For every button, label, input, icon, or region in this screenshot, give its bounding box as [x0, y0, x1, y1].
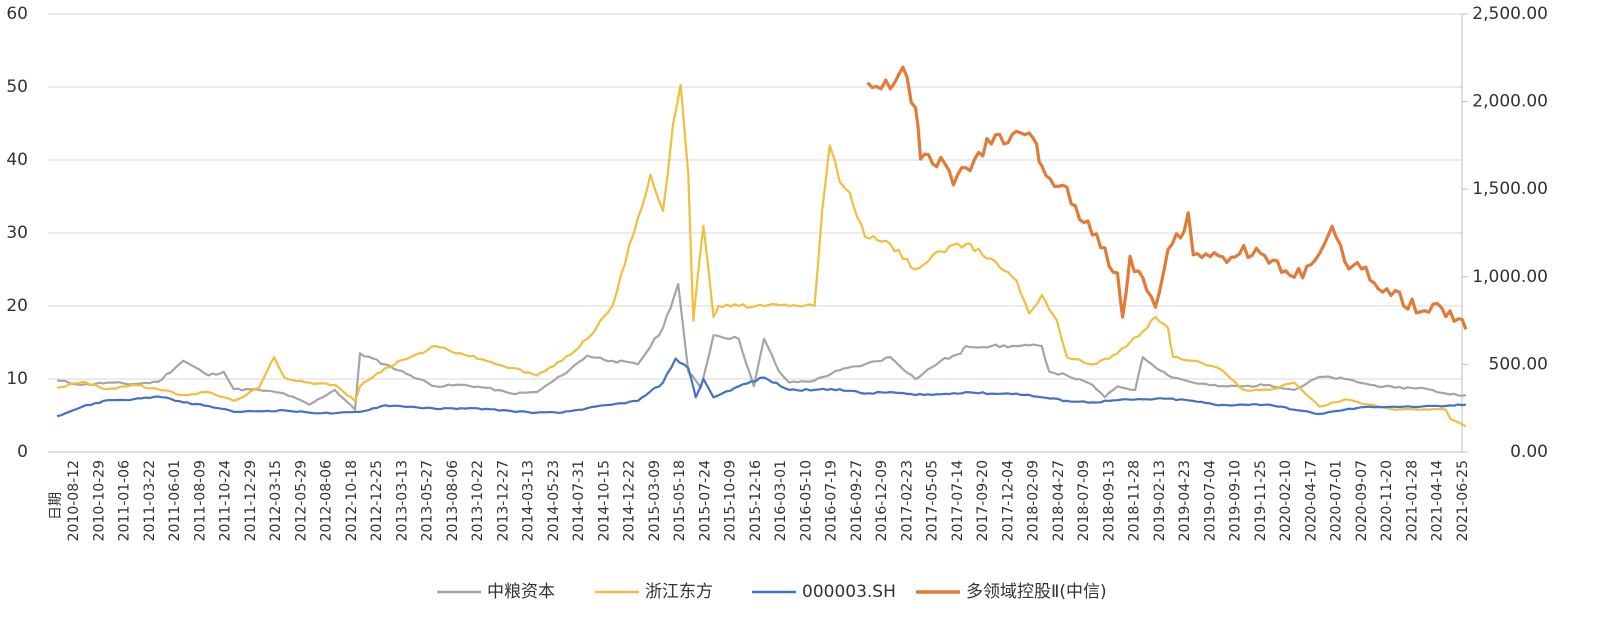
x-tick-label: 2018-09-13: [1101, 460, 1117, 541]
legend-label: 000003.SH: [802, 582, 896, 602]
axes: [48, 14, 1463, 453]
x-tick-label: 2011-03-22: [142, 460, 158, 541]
right-y-tick-label: 0.00: [1510, 442, 1548, 462]
right-y-tick-label: 1,000.00: [1472, 267, 1548, 287]
x-tick-label: 2014-07-31: [571, 460, 587, 541]
x-tick-label: 2018-04-27: [1051, 460, 1067, 541]
legend-label: 浙江东方: [645, 582, 713, 602]
x-tick-label: 2019-04-23: [1177, 460, 1193, 541]
x-tick-label: 2010-10-29: [91, 460, 107, 541]
x-tick-label: 2011-06-01: [167, 460, 183, 541]
series-line-3: [866, 65, 1468, 330]
x-tick-label: 2016-09-27: [849, 460, 865, 541]
x-tick-label: 2020-09-07: [1354, 460, 1370, 541]
x-tick-label: 2016-07-19: [824, 460, 840, 541]
x-tick-label: 2017-05-05: [925, 460, 941, 541]
x-tick-label: 2011-01-06: [117, 460, 133, 541]
x-tick-label: 2011-10-24: [218, 460, 234, 541]
left-y-tick-label: 30: [6, 223, 28, 243]
x-tick-label: 2020-07-01: [1329, 460, 1345, 541]
x-tick-label: 2019-02-13: [1152, 460, 1168, 541]
right-y-tick-label: 2,500.00: [1472, 4, 1548, 24]
x-tick-label: 2013-12-27: [495, 460, 511, 541]
left-y-tick-label: 10: [6, 369, 28, 389]
x-tick-label: 2014-12-22: [622, 460, 638, 541]
x-tick-label: 2013-03-13: [394, 460, 410, 541]
right-y-tick-label: 1,500.00: [1472, 179, 1548, 199]
x-tick-label: 2016-12-09: [874, 460, 890, 541]
x-tick-label: 2020-04-17: [1303, 460, 1319, 541]
x-tick-label: 2017-07-14: [950, 460, 966, 541]
x-tick-label: 2015-05-18: [672, 460, 688, 541]
x-tick-label: 2013-08-06: [445, 460, 461, 541]
x-tick-label: 2012-12-25: [369, 460, 385, 541]
left-y-tick-label: 60: [6, 4, 28, 24]
left-y-tick-label: 20: [6, 296, 28, 316]
x-tick-label: 2020-11-20: [1379, 460, 1395, 541]
x-tick-label: 2017-02-23: [899, 460, 915, 541]
x-axis-ticks: 2010-08-12 2010-10-29 2011-01-06 2011-03-22…: [66, 460, 1471, 541]
x-tick-label: 2016-05-10: [798, 460, 814, 541]
x-tick-label: 2014-03-13: [521, 460, 537, 541]
x-axis-label: 日期: [48, 492, 64, 520]
legend-label: 中粮资本: [487, 582, 555, 602]
x-tick-label: 2017-12-04: [1000, 460, 1016, 541]
x-tick-label: 2019-11-25: [1253, 460, 1269, 541]
x-tick-label: 2011-08-09: [192, 460, 208, 541]
x-tick-label: 2013-10-22: [470, 460, 486, 541]
left-y-tick-label: 0: [17, 442, 28, 462]
right-y-tick-label: 500.00: [1489, 354, 1548, 374]
x-tick-label: 2011-12-29: [243, 460, 259, 541]
series-line-2: [56, 357, 1467, 418]
series-lines: [56, 65, 1468, 428]
left-y-tick-label: 40: [6, 150, 28, 170]
x-tick-label: 2018-07-09: [1076, 460, 1092, 541]
series-line-0: [56, 283, 1467, 411]
right-y-tick-label: 2,000.00: [1472, 92, 1548, 112]
x-tick-label: 2016-03-01: [773, 460, 789, 541]
x-tick-label: 2021-06-25: [1455, 460, 1471, 541]
x-tick-label: 2020-02-10: [1278, 460, 1294, 541]
x-tick-label: 2012-03-15: [268, 460, 284, 541]
x-tick-label: 2019-07-04: [1202, 460, 1218, 541]
x-tick-label: 2014-05-23: [546, 460, 562, 541]
x-tick-label: 2021-01-28: [1404, 460, 1420, 541]
x-tick-label: 2017-09-20: [975, 460, 991, 541]
legend-label: 多领域控股Ⅱ(中信): [966, 582, 1107, 602]
x-tick-label: 2015-03-09: [647, 460, 663, 541]
x-tick-label: 2010-08-12: [66, 460, 82, 541]
x-tick-label: 2014-10-15: [596, 460, 612, 541]
x-tick-label: 2013-05-27: [420, 460, 436, 541]
x-tick-label: 2015-07-24: [697, 460, 713, 541]
x-tick-label: 2019-09-10: [1228, 460, 1244, 541]
x-tick-label: 2015-10-09: [723, 460, 739, 541]
x-tick-label: 2012-05-29: [293, 460, 309, 541]
left-y-axis-ticks: 0 10 20 30 40 50 60: [6, 4, 28, 462]
x-tick-label: 2021-04-14: [1430, 460, 1446, 541]
x-tick-label: 2015-12-16: [748, 460, 764, 541]
series-line-1: [56, 83, 1467, 428]
x-tick-label: 2018-02-09: [1026, 460, 1042, 541]
legend: 中粮资本 浙江东方 000003.SH 多领域控股Ⅱ(中信): [437, 582, 1107, 602]
x-tick-label: 2012-10-18: [344, 460, 360, 541]
x-tick-label: 2012-08-06: [319, 460, 335, 541]
right-y-axis-ticks: 0.00 500.00 1,000.00 1,500.00 2,000.00 2,500.…: [1462, 4, 1548, 462]
left-y-tick-label: 50: [6, 77, 28, 97]
x-tick-label: 2018-11-28: [1127, 460, 1143, 541]
